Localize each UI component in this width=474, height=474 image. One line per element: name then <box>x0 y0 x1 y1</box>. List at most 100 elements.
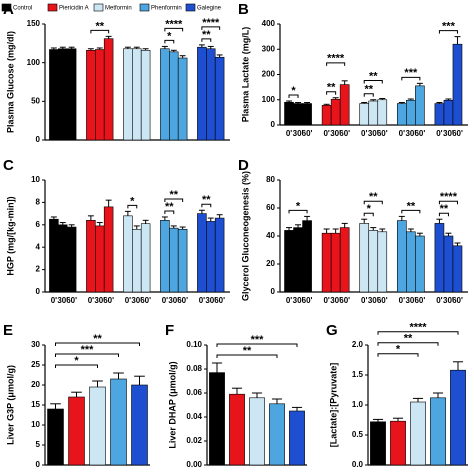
bar <box>370 421 386 466</box>
significance-bracket <box>401 76 421 81</box>
bar <box>123 48 133 141</box>
panel-label: D <box>238 157 249 174</box>
x-tick-label: 30' <box>293 296 304 305</box>
x-tick-label: 30' <box>368 296 379 305</box>
significance-label: ** <box>243 345 252 357</box>
x-tick-label: 30' <box>443 296 454 305</box>
significance-bracket <box>438 200 458 205</box>
y-tick-label: 10 <box>31 420 40 429</box>
panel-label: C <box>3 157 14 174</box>
bar <box>406 99 416 126</box>
legend-label: Phenformin <box>151 6 182 12</box>
y-axis-label: HGP (mg/[kg-min]) <box>5 196 15 275</box>
x-tick-label: 30' <box>405 129 416 138</box>
x-tick-label: 30' <box>205 296 216 305</box>
y-tick-label: 0.08 <box>186 364 202 373</box>
significance-bracket <box>216 343 298 347</box>
x-tick-label: 0' <box>286 129 292 138</box>
y-axis-label: Liver G3P (μmol/g) <box>5 365 15 445</box>
significance-label: ** <box>169 189 178 201</box>
x-tick-label: 0' <box>88 296 94 305</box>
y-tick-label: 40 <box>266 231 275 240</box>
y-tick-label: 0.02 <box>186 436 202 445</box>
bar <box>132 48 142 141</box>
x-tick-label: 30' <box>330 296 341 305</box>
x-tick-label: 60' <box>339 296 350 305</box>
bar <box>197 213 207 293</box>
significance-bracket <box>55 342 140 346</box>
x-tick-label: 60' <box>452 296 463 305</box>
y-axis-label: Plasma Glucose (mg/dl) <box>5 31 15 133</box>
x-tick-label: 60' <box>140 296 151 305</box>
significance-label: *** <box>251 334 265 346</box>
significance-label: * <box>396 344 401 356</box>
x-tick-label: 0' <box>436 129 442 138</box>
x-tick-label: 60' <box>66 296 77 305</box>
y-tick-label: 15 <box>31 400 40 409</box>
y-tick-label: 100 <box>262 95 276 104</box>
bar <box>269 403 285 466</box>
significance-label: ** <box>327 82 336 94</box>
significance-bracket <box>377 353 419 357</box>
legend-label: Control <box>13 6 32 12</box>
bar <box>66 48 77 141</box>
x-tick-label: 0' <box>436 296 442 305</box>
x-tick-label: 60' <box>339 129 350 138</box>
significance-bracket <box>401 209 421 214</box>
bar <box>249 397 265 466</box>
x-tick-label: 60' <box>377 296 388 305</box>
y-tick-label: 400 <box>262 19 276 28</box>
bar <box>229 393 245 466</box>
bar <box>415 235 425 293</box>
bar <box>321 232 332 293</box>
y-tick-label: 0 <box>36 287 41 296</box>
bar <box>284 230 294 293</box>
y-tick-label: 150 <box>27 19 41 28</box>
significance-label: **** <box>327 53 345 65</box>
significance-label: *** <box>442 21 456 33</box>
x-tick-label: 60' <box>302 129 313 138</box>
x-tick-label: 0' <box>361 296 367 305</box>
bar <box>390 420 406 466</box>
bar <box>160 220 170 293</box>
significance-label: ** <box>202 194 211 206</box>
x-tick-label: 0' <box>399 296 405 305</box>
significance-bracket <box>55 353 119 357</box>
bar <box>452 43 463 126</box>
y-tick-label: 25 <box>31 360 40 369</box>
significance-label: ** <box>369 191 378 203</box>
bar <box>368 230 379 293</box>
y-tick-label: 0.00 <box>186 460 202 469</box>
bar <box>214 56 225 141</box>
significance-bracket <box>201 203 212 208</box>
bar <box>289 410 305 466</box>
bar <box>359 103 370 126</box>
bar <box>169 227 179 293</box>
bar <box>103 206 114 293</box>
bar <box>103 38 114 141</box>
x-tick-label: 60' <box>214 296 225 305</box>
significance-bracket <box>438 212 449 217</box>
significance-bracket <box>216 354 278 358</box>
y-tick-label: 20 <box>266 259 275 268</box>
bar <box>368 100 379 126</box>
significance-bracket <box>164 198 184 202</box>
legend-label: Metformin <box>105 6 132 12</box>
legend-swatch <box>185 3 196 12</box>
significance-label: * <box>167 30 172 42</box>
x-tick-label: 30' <box>405 296 416 305</box>
panel-label: F <box>165 322 174 339</box>
x-tick-label: 30' <box>293 129 304 138</box>
x-tick-label: 60' <box>414 296 425 305</box>
bar <box>86 220 96 293</box>
significance-label: * <box>74 355 79 367</box>
bar <box>339 227 350 293</box>
y-tick-label: 0 <box>271 287 276 296</box>
bar <box>209 372 225 466</box>
bar <box>95 225 105 293</box>
x-tick-label: 60' <box>103 296 114 305</box>
significance-label: **** <box>409 322 427 334</box>
x-tick-label: 0' <box>125 296 131 305</box>
bar <box>66 226 77 293</box>
